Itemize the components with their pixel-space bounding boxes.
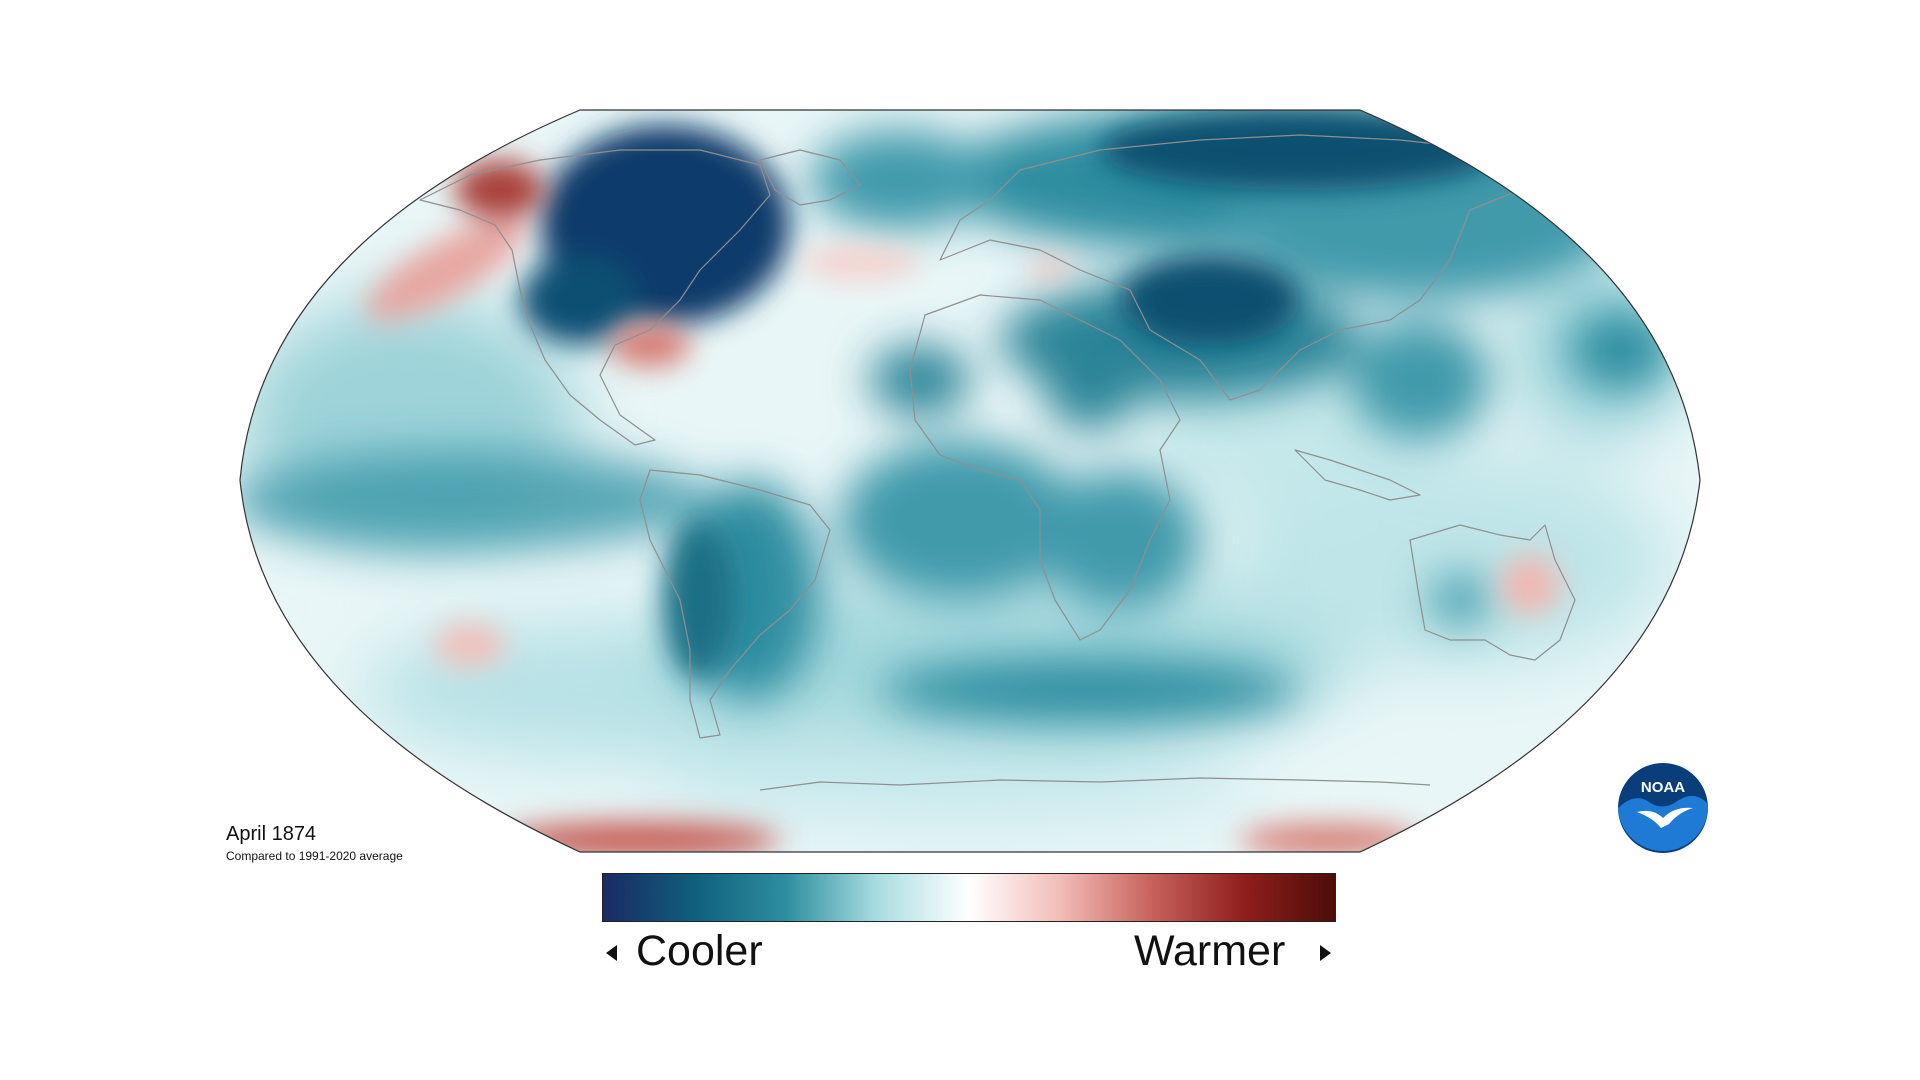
continent-outlines (419, 134, 1576, 791)
color-scale-bar (602, 873, 1336, 922)
cooler-label: Cooler (636, 927, 763, 975)
warmer-label: Warmer (1134, 927, 1286, 975)
left-triangle-icon (606, 945, 617, 961)
baseline-subtitle: Compared to 1991-2020 average (226, 849, 403, 863)
strong-cool-fields (520, 110, 1500, 680)
globe-outline (239, 109, 1701, 853)
right-triangle-icon (1320, 945, 1331, 961)
date-label: April 1874 (226, 823, 317, 845)
noaa-logo-text: NOAA (1641, 779, 1685, 796)
noaa-logo-icon: NOAA (1618, 763, 1709, 853)
